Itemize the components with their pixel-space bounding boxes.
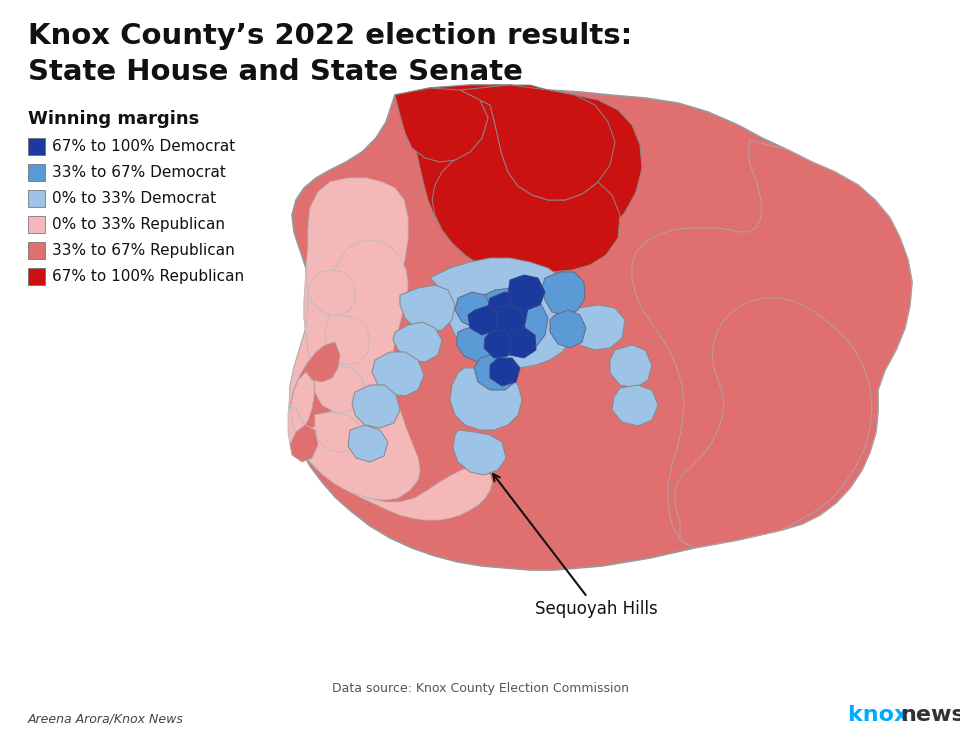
- Polygon shape: [432, 100, 620, 276]
- Text: Knox County’s 2022 election results:: Knox County’s 2022 election results:: [28, 22, 633, 50]
- Polygon shape: [450, 368, 522, 430]
- Polygon shape: [315, 412, 362, 452]
- Polygon shape: [348, 425, 388, 462]
- Polygon shape: [352, 385, 400, 428]
- Polygon shape: [468, 305, 498, 335]
- Polygon shape: [675, 298, 872, 548]
- Bar: [28, 190, 45, 207]
- Polygon shape: [460, 85, 615, 200]
- Polygon shape: [612, 385, 658, 426]
- Bar: [28, 138, 45, 155]
- Polygon shape: [490, 85, 548, 98]
- Text: 0% to 33% Republican: 0% to 33% Republican: [52, 217, 225, 232]
- Polygon shape: [572, 305, 625, 350]
- Bar: [28, 242, 45, 259]
- Polygon shape: [290, 425, 318, 462]
- Text: 33% to 67% Republican: 33% to 67% Republican: [52, 243, 235, 258]
- Polygon shape: [505, 328, 536, 358]
- Polygon shape: [304, 178, 414, 480]
- Text: Data source: Knox County Election Commission: Data source: Knox County Election Commis…: [331, 682, 629, 695]
- Text: Areena Arora/Knox News: Areena Arora/Knox News: [28, 712, 184, 725]
- Text: news.: news.: [900, 705, 960, 725]
- Polygon shape: [372, 352, 424, 396]
- Bar: [28, 268, 45, 285]
- Polygon shape: [400, 285, 455, 332]
- Polygon shape: [395, 88, 488, 162]
- Polygon shape: [508, 275, 545, 310]
- Polygon shape: [453, 430, 506, 475]
- Polygon shape: [288, 268, 314, 445]
- Polygon shape: [472, 288, 548, 355]
- Bar: [28, 164, 45, 181]
- Polygon shape: [490, 305, 525, 338]
- Polygon shape: [484, 330, 512, 358]
- Polygon shape: [490, 358, 520, 386]
- Polygon shape: [325, 315, 370, 365]
- Polygon shape: [290, 240, 420, 500]
- Polygon shape: [474, 355, 515, 390]
- Polygon shape: [315, 362, 365, 412]
- Text: Winning margins: Winning margins: [28, 110, 200, 128]
- Polygon shape: [430, 258, 578, 368]
- Polygon shape: [610, 345, 652, 388]
- Text: State House and State Senate: State House and State Senate: [28, 58, 523, 86]
- Text: 67% to 100% Democrat: 67% to 100% Democrat: [52, 139, 235, 154]
- Text: 67% to 100% Republican: 67% to 100% Republican: [52, 269, 244, 284]
- Polygon shape: [308, 270, 355, 315]
- Text: Sequoyah Hills: Sequoyah Hills: [493, 474, 658, 618]
- Polygon shape: [550, 310, 586, 348]
- Polygon shape: [290, 85, 912, 570]
- Polygon shape: [393, 322, 442, 362]
- Polygon shape: [542, 272, 585, 315]
- Polygon shape: [455, 292, 492, 328]
- Polygon shape: [350, 468, 492, 520]
- Polygon shape: [395, 85, 642, 276]
- Polygon shape: [632, 140, 912, 548]
- Polygon shape: [290, 342, 340, 408]
- Bar: [28, 216, 45, 233]
- Text: knox: knox: [848, 705, 916, 725]
- Polygon shape: [456, 325, 498, 362]
- Text: 0% to 33% Democrat: 0% to 33% Democrat: [52, 191, 216, 206]
- Polygon shape: [488, 292, 528, 332]
- Text: 33% to 67% Democrat: 33% to 67% Democrat: [52, 165, 226, 180]
